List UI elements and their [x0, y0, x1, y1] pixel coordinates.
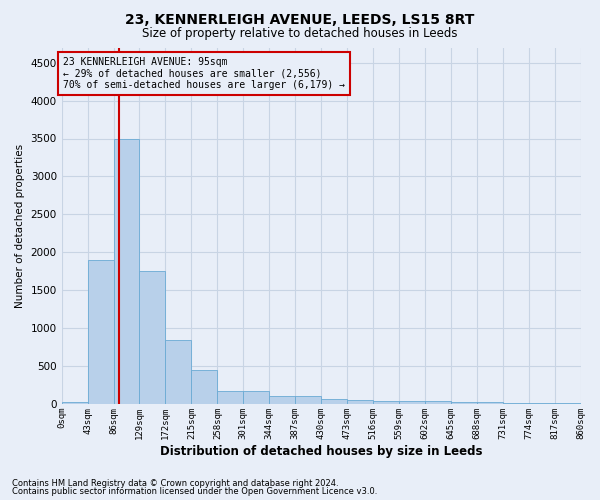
Text: 23 KENNERLEIGH AVENUE: 95sqm
← 29% of detached houses are smaller (2,556)
70% of: 23 KENNERLEIGH AVENUE: 95sqm ← 29% of de… [63, 56, 345, 90]
Bar [88, 260, 113, 404]
Bar [269, 396, 295, 404]
X-axis label: Distribution of detached houses by size in Leeds: Distribution of detached houses by size … [160, 444, 482, 458]
Bar [321, 400, 347, 404]
Bar [503, 402, 529, 404]
Text: Size of property relative to detached houses in Leeds: Size of property relative to detached ho… [142, 28, 458, 40]
Bar [451, 402, 477, 404]
Bar [217, 390, 243, 404]
Text: Contains HM Land Registry data © Crown copyright and database right 2024.: Contains HM Land Registry data © Crown c… [12, 478, 338, 488]
Bar [477, 402, 503, 404]
Bar [425, 402, 451, 404]
Text: Contains public sector information licensed under the Open Government Licence v3: Contains public sector information licen… [12, 487, 377, 496]
Bar [191, 370, 217, 404]
Bar [347, 400, 373, 404]
Bar [554, 403, 581, 404]
Y-axis label: Number of detached properties: Number of detached properties [15, 144, 25, 308]
Bar [399, 401, 425, 404]
Bar [62, 402, 88, 404]
Bar [243, 390, 269, 404]
Bar [373, 400, 399, 404]
Text: 23, KENNERLEIGH AVENUE, LEEDS, LS15 8RT: 23, KENNERLEIGH AVENUE, LEEDS, LS15 8RT [125, 12, 475, 26]
Bar [113, 140, 139, 404]
Bar [139, 271, 166, 404]
Bar [295, 396, 321, 404]
Bar [529, 403, 554, 404]
Bar [166, 340, 191, 404]
